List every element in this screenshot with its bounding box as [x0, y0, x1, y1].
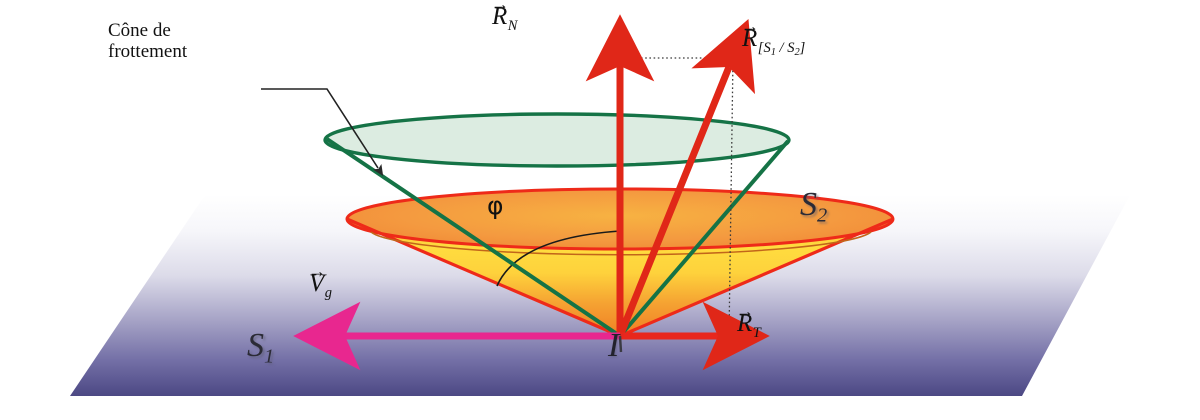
label-vector-RN: → RN [491, 0, 518, 34]
caption-line-2: frottement [108, 41, 188, 63]
cone-generatrix-left [346, 217, 621, 338]
s2-letter: S [787, 39, 795, 56]
RT-letter: R [737, 310, 753, 337]
vector-resultant-RS1S2 [616, 18, 756, 338]
green-generatrix-right [618, 139, 790, 338]
dotted-construction-vertical [728, 57, 734, 337]
R-letter: R [742, 25, 758, 52]
label-vector-RT: → RT [736, 301, 761, 341]
S2-letter: S [800, 186, 817, 223]
R-symbol: → R [741, 16, 759, 53]
resultant-subscript: [S1 / S2] [757, 39, 806, 58]
label-angle-phi: φ [487, 191, 504, 220]
label-surface-S1: S1 [247, 327, 274, 368]
vector-arrow-icon: → [736, 300, 754, 321]
cone-generatrix-right [619, 217, 894, 338]
bracket-close: ] [799, 39, 806, 56]
s2-index: 2 [794, 46, 800, 58]
green-cone-disc [323, 112, 791, 168]
angle-arc-phi [496, 230, 621, 287]
bracket-open: [ [757, 39, 764, 56]
label-vector-Vg: → Vg [308, 261, 333, 301]
RT-symbol: → R [736, 301, 754, 338]
label-vector-resultant: → R[S1 / S2] [741, 16, 806, 58]
s1-index: 1 [770, 46, 776, 58]
Vg-subscript: g [324, 284, 333, 301]
Vg-symbol: → V [308, 261, 326, 298]
cone-frottement-caption: Cône de frottement [108, 20, 187, 63]
S2-index: 2 [817, 204, 828, 227]
caption-line-1: Cône de [108, 20, 171, 41]
apex-tick [618, 335, 623, 353]
label-contact-point-I: I [608, 327, 620, 364]
Vg-letter: V [309, 270, 325, 297]
vector-arrow-icon: → [308, 260, 326, 281]
S1-index: 1 [264, 345, 275, 368]
caption-leader-line [261, 88, 384, 176]
RT-subscript: T [752, 324, 761, 341]
slash: / [775, 39, 788, 56]
vector-arrow-icon: → [491, 0, 509, 14]
RN-letter: R [492, 3, 508, 30]
S1-letter: S [247, 327, 264, 364]
s1-letter: S [763, 39, 771, 56]
RN-symbol: → R [491, 0, 509, 31]
label-surface-S2: S2 [800, 186, 827, 227]
vector-arrow-icon: → [741, 15, 759, 36]
RN-subscript: N [507, 17, 518, 34]
